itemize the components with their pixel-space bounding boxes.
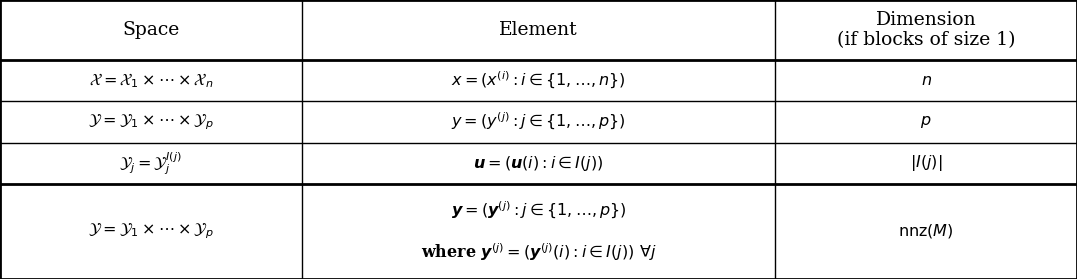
Text: Element: Element (499, 21, 578, 39)
Text: $\mathcal{X} = \mathcal{X}_1 \times \cdots \times \mathcal{X}_n$: $\mathcal{X} = \mathcal{X}_1 \times \cdo… (88, 71, 213, 90)
Text: $\mathcal{Y} = \mathcal{Y}_1 \times \cdots \times \mathcal{Y}_p$: $\mathcal{Y} = \mathcal{Y}_1 \times \cdo… (88, 112, 213, 132)
Text: $y = (y^{(j)} : j \in \{1,\ldots,p\})$: $y = (y^{(j)} : j \in \{1,\ldots,p\})$ (451, 111, 626, 133)
Text: $n$: $n$ (921, 72, 932, 89)
Text: $p$: $p$ (921, 114, 932, 130)
Text: $|I(j)|$: $|I(j)|$ (910, 153, 942, 173)
Text: Dimension
(if blocks of size 1): Dimension (if blocks of size 1) (837, 11, 1016, 49)
Text: where $\boldsymbol{y}^{(j)} = (\boldsymbol{y}^{(j)}(i) : i \in I(j))$ $\forall j: where $\boldsymbol{y}^{(j)} = (\boldsymb… (421, 242, 656, 263)
Text: $\boldsymbol{u} = (\boldsymbol{u}(i) : i \in I(j))$: $\boldsymbol{u} = (\boldsymbol{u}(i) : i… (473, 154, 604, 173)
Text: $\boldsymbol{\mathcal{Y}}_j = \mathcal{Y}_j^{I(j)}$: $\boldsymbol{\mathcal{Y}}_j = \mathcal{Y… (120, 150, 182, 177)
Text: $\mathrm{nnz}(M)$: $\mathrm{nnz}(M)$ (898, 222, 954, 240)
Text: $x = (x^{(i)} : i \in \{1,\ldots,n\})$: $x = (x^{(i)} : i \in \{1,\ldots,n\})$ (451, 70, 626, 91)
Text: Space: Space (122, 21, 180, 39)
Text: $\boldsymbol{\mathcal{Y}} = \boldsymbol{\mathcal{Y}}_1 \times \cdots \times \bol: $\boldsymbol{\mathcal{Y}} = \boldsymbol{… (88, 222, 213, 241)
Text: $\boldsymbol{y} = (\boldsymbol{y}^{(j)} : j \in \{1,\ldots,p\})$: $\boldsymbol{y} = (\boldsymbol{y}^{(j)} … (451, 200, 626, 221)
